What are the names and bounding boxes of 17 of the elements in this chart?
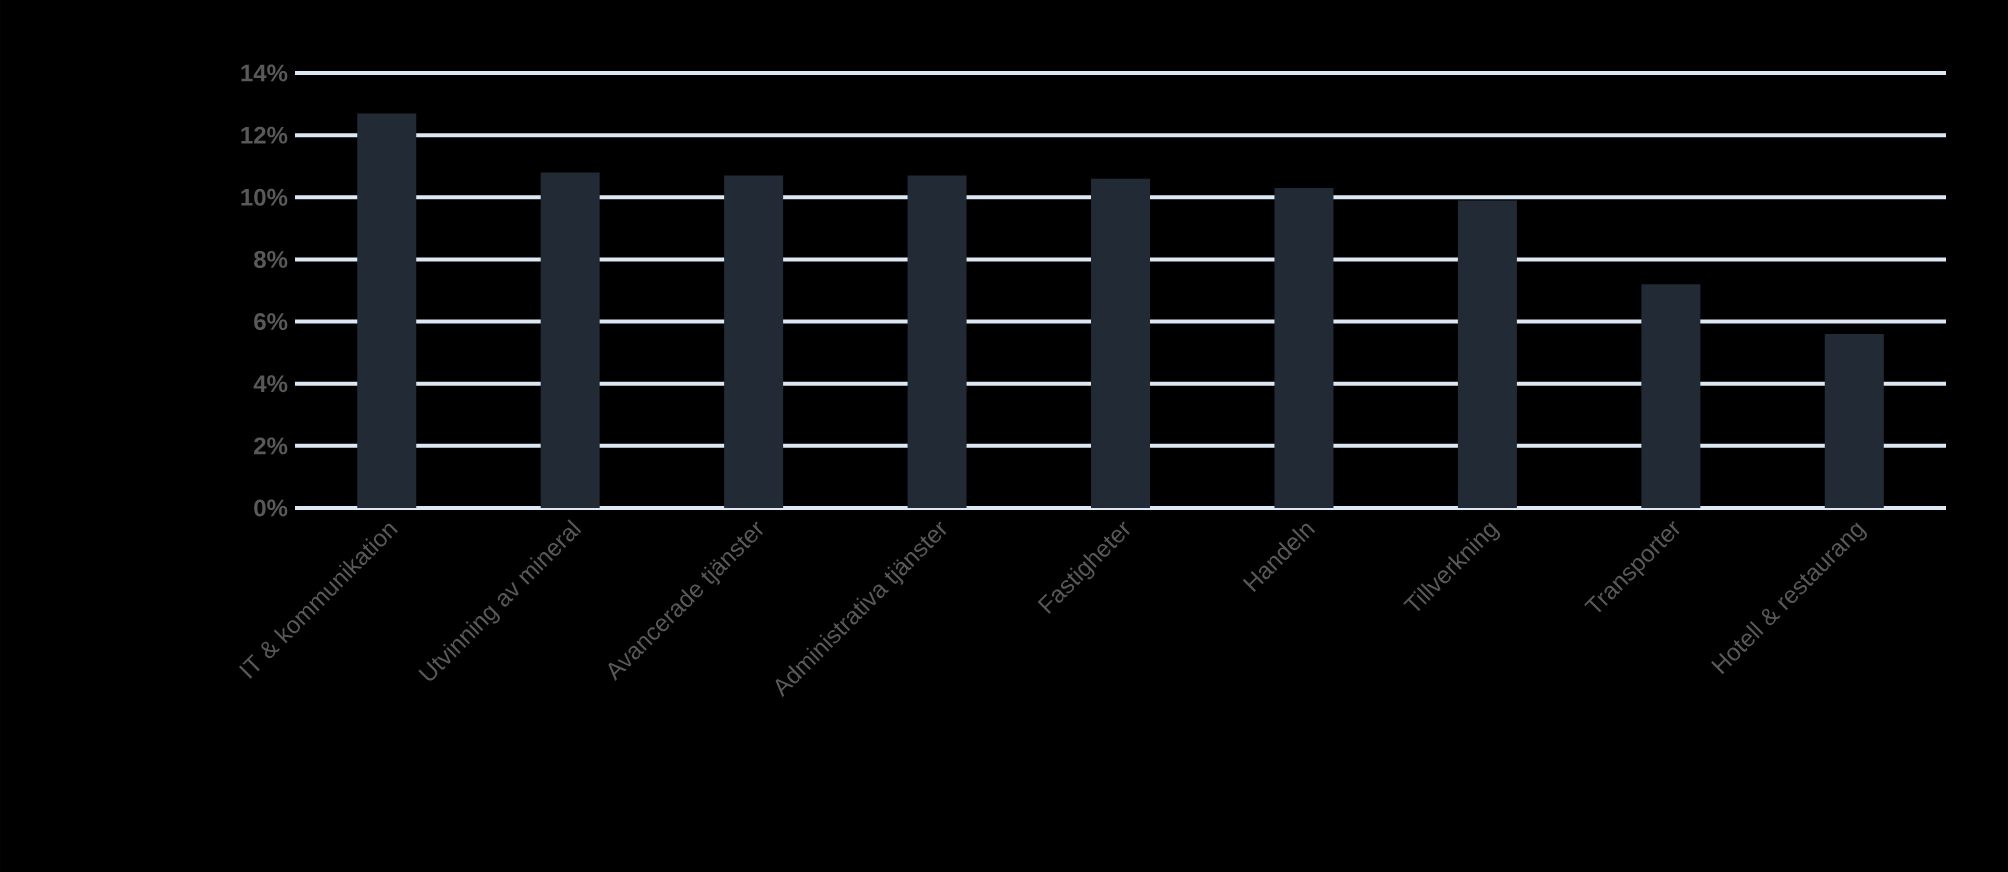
- bar: [1091, 178, 1151, 508]
- bar: [540, 172, 600, 508]
- bar: [357, 113, 417, 508]
- y-tick-label: 12%: [241, 126, 288, 144]
- bar: [1824, 333, 1884, 508]
- y-tick-label: 4%: [253, 375, 288, 393]
- y-tick-label: 10%: [241, 188, 288, 206]
- y-tick-label: 8%: [254, 250, 288, 268]
- bar: [1641, 284, 1701, 508]
- y-tick-label: 2%: [254, 437, 288, 455]
- y-tick-label: 6%: [254, 313, 288, 331]
- y-tick-label: 0%: [254, 499, 288, 517]
- bar: [907, 175, 967, 508]
- bar: [724, 175, 784, 508]
- bar: [1274, 187, 1334, 508]
- y-tick-label: 14%: [241, 64, 288, 82]
- bar: [1457, 200, 1517, 508]
